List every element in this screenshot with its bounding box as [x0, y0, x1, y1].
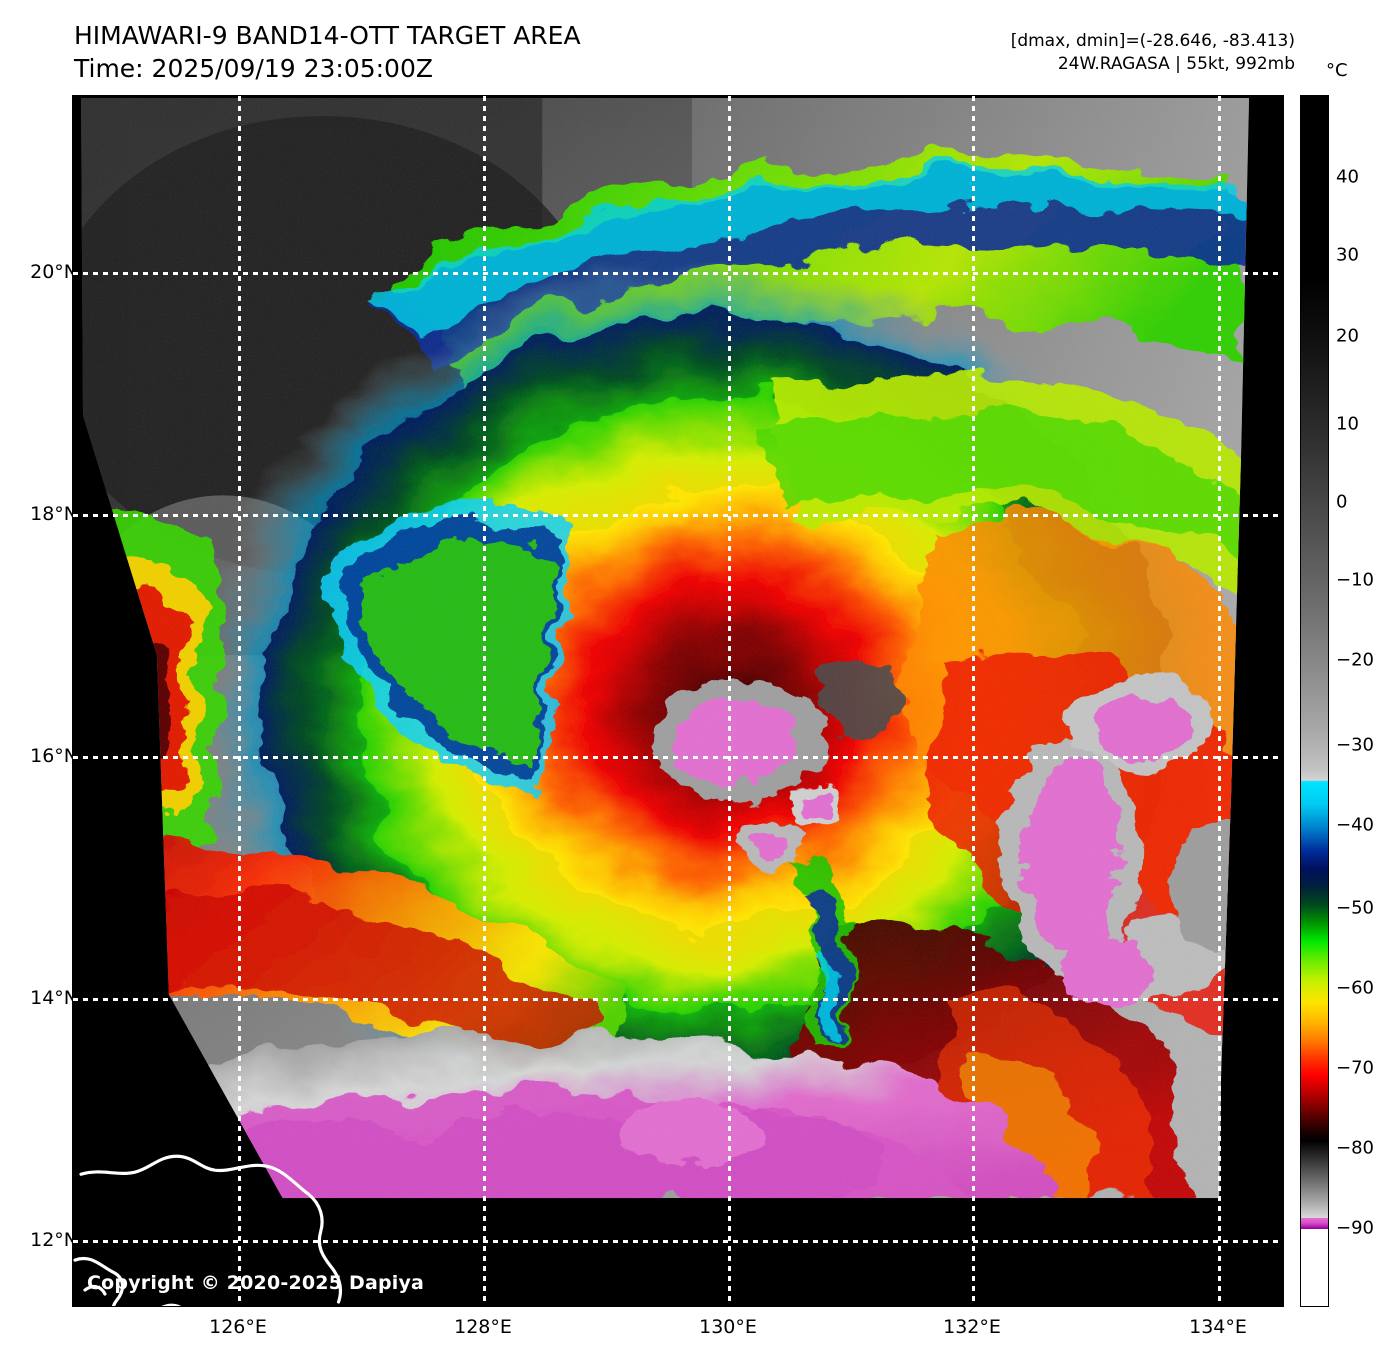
colorbar-tick-m40: −40 — [1336, 814, 1374, 836]
storm-info-label: 24W.RAGASA | 55kt, 992mb — [1057, 54, 1295, 75]
ytick-label-14n: 14°N — [30, 987, 78, 1009]
colorbar-tick-m30: −30 — [1336, 734, 1374, 756]
satellite-image-plot[interactable]: Copyright © 2020-2025 Dapiya — [72, 95, 1284, 1307]
ytick-label-16n: 16°N — [30, 745, 78, 767]
header-stats-block: [dmax, dmin]=(-28.646, -83.413) 24W.RAGA… — [1011, 30, 1295, 77]
colorbar-tick-m20: −20 — [1336, 649, 1374, 671]
xtick-label-130e: 130°E — [699, 1316, 757, 1338]
page-title-block: HIMAWARI-9 BAND14-OTT TARGET AREA Time: … — [74, 20, 581, 85]
colorbar-tick-m50: −50 — [1336, 897, 1374, 919]
observation-time: Time: 2025/09/19 23:05:00Z — [74, 53, 433, 83]
colorbar-gradient — [1301, 96, 1328, 1229]
colorbar-tick-m80: −80 — [1336, 1137, 1374, 1159]
colorbar-tick-m70: −70 — [1336, 1057, 1374, 1079]
page-title: HIMAWARI-9 BAND14-OTT TARGET AREA — [74, 21, 581, 50]
xtick-label-128e: 128°E — [454, 1316, 512, 1338]
colorbar-tick-m90: −90 — [1336, 1217, 1374, 1239]
colorbar-tick-m60: −60 — [1336, 977, 1374, 999]
ytick-label-20n: 20°N — [30, 261, 78, 283]
xtick-label-134e: 134°E — [1189, 1316, 1247, 1338]
copyright-notice: Copyright © 2020-2025 Dapiya — [87, 1272, 425, 1294]
infrared-brightness-temperature-raster — [73, 96, 1283, 1306]
colorbar-tick-30: 30 — [1336, 244, 1359, 266]
ytick-label-18n: 18°N — [30, 503, 78, 525]
colorbar-unit-label: °C — [1326, 60, 1348, 81]
colorbar-tick-0: 0 — [1336, 491, 1348, 513]
xtick-label-132e: 132°E — [943, 1316, 1001, 1338]
colorbar-tick-40: 40 — [1336, 166, 1359, 188]
coastline-overlay — [73, 1154, 343, 1306]
xtick-label-126e: 126°E — [209, 1316, 267, 1338]
colorbar-tick-10: 10 — [1336, 413, 1359, 435]
ytick-label-12n: 12°N — [30, 1229, 78, 1251]
colorbar-tick-m10: −10 — [1336, 569, 1374, 591]
colorbar-tick-20: 20 — [1336, 325, 1359, 347]
colorbar[interactable] — [1300, 95, 1329, 1307]
dmax-dmin-label: [dmax, dmin]=(-28.646, -83.413) — [1010, 31, 1295, 51]
